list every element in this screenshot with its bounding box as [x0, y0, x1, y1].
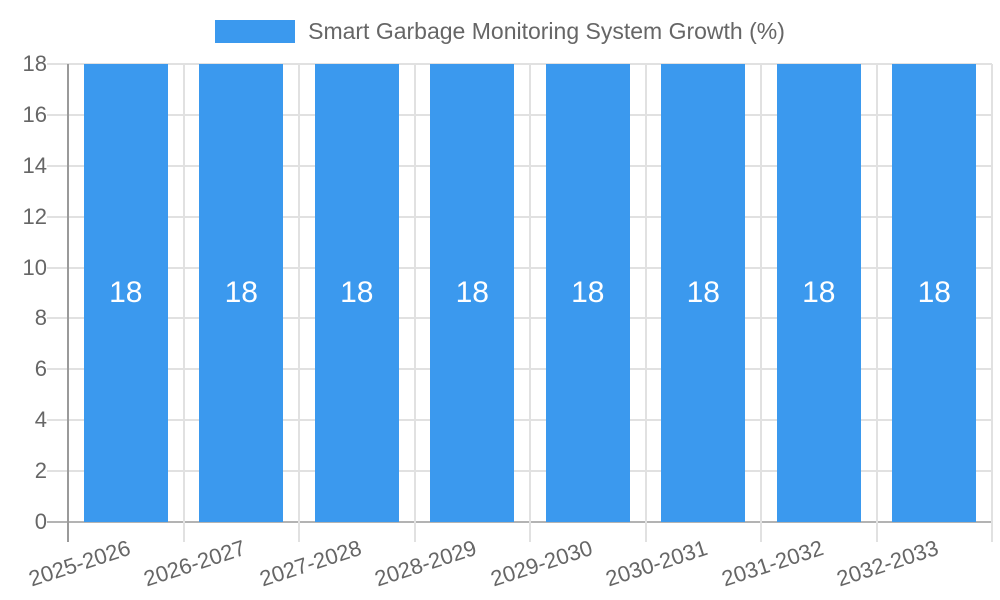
y-axis-line [67, 64, 69, 542]
bar-value-label: 18 [340, 276, 374, 309]
y-axis-tick-label: 16 [22, 101, 47, 127]
x-gridline [991, 64, 993, 542]
y-gridline [47, 521, 992, 523]
y-gridline [47, 266, 992, 269]
bar [892, 64, 977, 522]
y-gridline [47, 113, 992, 116]
bar [199, 64, 284, 522]
bar-value-label: 18 [917, 276, 951, 309]
y-axis-tick-label: 4 [34, 407, 47, 433]
x-gridline [529, 64, 531, 542]
y-axis-tick-label: 14 [22, 152, 47, 178]
bar [776, 64, 861, 522]
bar [430, 64, 515, 522]
bar [545, 64, 630, 522]
bar-value-label: 18 [686, 276, 720, 309]
y-gridline [47, 470, 992, 473]
y-gridline [47, 215, 992, 218]
chart-legend[interactable]: Smart Garbage Monitoring System Growth (… [0, 18, 1000, 44]
bar-value-label: 18 [802, 276, 836, 309]
y-gridline [47, 317, 992, 320]
bar-value-label: 18 [109, 276, 143, 309]
y-gridline [47, 63, 992, 65]
bar-value-label: 18 [455, 276, 489, 309]
y-axis-tick-label: 12 [22, 203, 47, 229]
bar [661, 64, 746, 522]
y-axis-tick-label: 10 [22, 254, 47, 280]
y-axis-tick-label: 8 [34, 305, 47, 331]
bar [83, 64, 168, 522]
x-gridline [760, 64, 762, 542]
y-gridline [47, 164, 992, 167]
legend-swatch [215, 19, 296, 43]
legend-label: Smart Garbage Monitoring System Growth (… [308, 18, 785, 44]
bar [314, 64, 399, 522]
y-axis-tick-label: 0 [34, 509, 47, 534]
x-gridline [413, 64, 416, 542]
bar-value-label: 18 [224, 276, 258, 309]
x-gridline [875, 64, 878, 542]
bar-value-label: 18 [571, 276, 605, 309]
y-axis-tick-label: 6 [34, 356, 47, 382]
y-gridline [47, 368, 992, 371]
x-gridline [644, 64, 647, 542]
x-gridline [298, 64, 300, 542]
x-gridline [182, 64, 185, 542]
y-axis-tick-label: 2 [34, 458, 47, 484]
y-axis-tick-label: 18 [22, 51, 47, 76]
y-gridline [47, 419, 992, 422]
